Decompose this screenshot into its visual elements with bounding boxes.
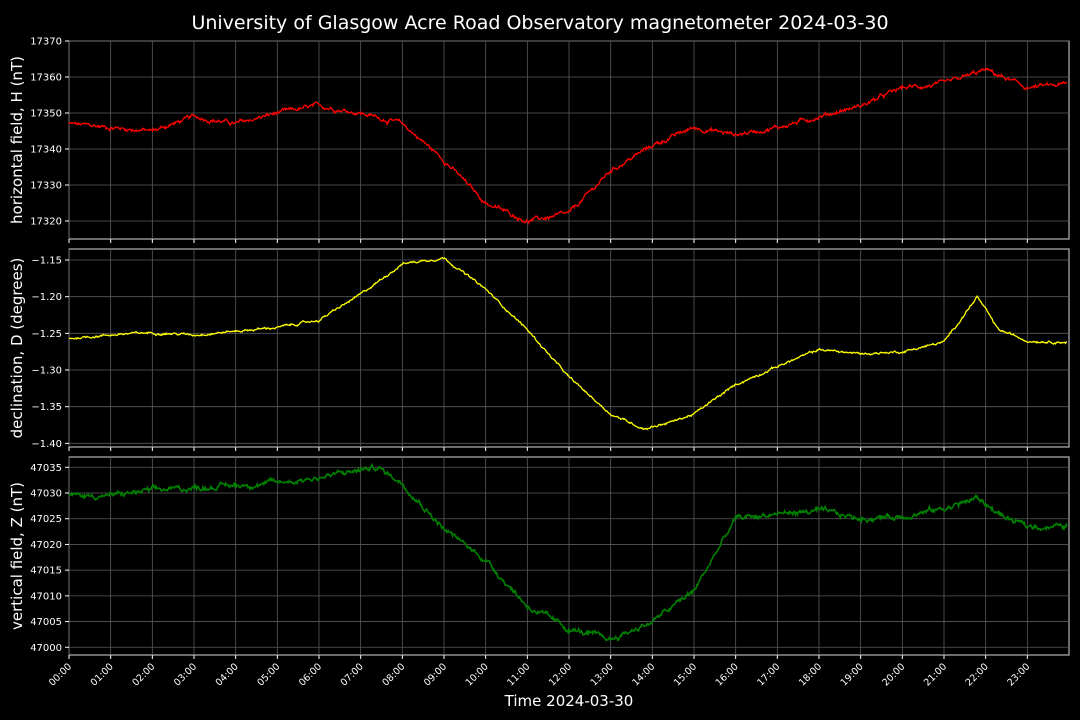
x-tick-label: 07:00 (339, 661, 366, 688)
x-tick-label: 08:00 (380, 661, 407, 688)
y-tick-label: 17340 (30, 145, 62, 156)
y-tick-label: 47005 (30, 617, 62, 628)
y-axis-label: declination, D (degrees) (8, 258, 26, 439)
x-tick-label: 01:00 (89, 661, 116, 688)
y-tick-label: 47015 (30, 566, 62, 577)
x-tick-label: 23:00 (1005, 661, 1032, 688)
x-tick-label: 16:00 (714, 661, 741, 688)
series-line-vertical (68, 462, 1068, 642)
y-tick-label: 17330 (30, 181, 62, 192)
x-tick-label: 11:00 (505, 661, 532, 688)
y-tick-label: 47025 (30, 514, 62, 525)
x-tick-label: 02:00 (130, 661, 157, 688)
y-axis-label: horizontal field, H (nT) (8, 56, 26, 224)
y-tick-label: −1.30 (31, 366, 62, 377)
x-tick-label: 04:00 (214, 661, 241, 688)
x-tick-label: 14:00 (630, 661, 657, 688)
chart-title: University of Glasgow Acre Road Observat… (191, 12, 888, 34)
x-tick-label: 13:00 (589, 661, 616, 688)
x-tick-label: 17:00 (755, 661, 782, 688)
x-tick-label: 06:00 (297, 661, 324, 688)
panel-vertical: 47000 47005 47010 47015 47020 47025 47030 47035… (8, 456, 1070, 659)
y-tick-label: −1.40 (31, 439, 62, 450)
x-tick-label: 09:00 (422, 661, 449, 688)
x-tick-label: 19:00 (839, 661, 866, 688)
y-tick-label: −1.25 (31, 329, 62, 340)
x-tick-label: 05:00 (255, 661, 282, 688)
x-tick-label: 03:00 (172, 661, 199, 688)
x-axis-label: Time 2024-03-30 (504, 692, 634, 710)
y-tick-label: −1.20 (31, 292, 62, 303)
y-tick-label: −1.15 (31, 256, 62, 267)
y-tick-label: 17360 (30, 73, 62, 84)
x-tick-label: 15:00 (672, 661, 699, 688)
y-tick-label: 47010 (30, 591, 62, 602)
y-tick-label: 17320 (30, 217, 62, 228)
x-tick-label: 20:00 (880, 661, 907, 688)
y-tick-label: −1.35 (31, 402, 62, 413)
y-tick-label: 47030 (30, 489, 62, 500)
x-tick-label: 10:00 (464, 661, 491, 688)
series-line-declination (68, 256, 1067, 431)
x-tick-label: 21:00 (922, 661, 949, 688)
y-tick-label: 17370 (30, 37, 62, 48)
series-line-horizontal (68, 67, 1068, 226)
x-tick-label: 18:00 (797, 661, 824, 688)
x-tick-label: 00:00 (47, 661, 74, 688)
x-tick-label: 22:00 (964, 661, 991, 688)
y-axis-label: vertical field, Z (nT) (8, 482, 26, 630)
y-tick-label: 47035 (30, 463, 62, 474)
x-tick-label: 12:00 (547, 661, 574, 688)
panel-declination: −1.40 −1.35 −1.30 −1.25 −1.20 −1.15 declinatio… (8, 248, 1070, 451)
y-tick-label: 17350 (30, 109, 62, 120)
y-tick-label: 47020 (30, 540, 62, 551)
y-tick-label: 47000 (30, 643, 62, 654)
panel-horizontal: 17320 17330 17340 17350 17360 17370 horizontal… (8, 37, 1070, 243)
